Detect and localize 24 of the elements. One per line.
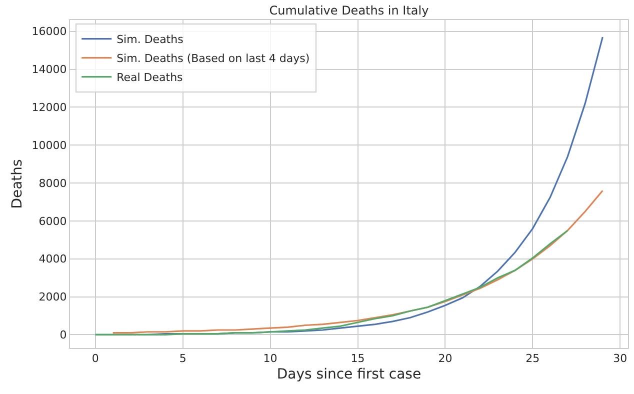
legend-label: Sim. Deaths [116,33,184,46]
y-tick-label: 4000 [38,252,67,266]
y-tick-label: 10000 [32,138,67,152]
x-axis-title: Days since first case [276,366,422,382]
x-tick-label: 15 [350,352,365,366]
legend-label: Real Deaths [116,71,184,84]
x-tick-label: 30 [613,352,628,366]
y-tick-label: 14000 [32,63,67,76]
y-tick-label: 0 [60,328,67,342]
line-series [94,230,568,336]
y-tick-label: 6000 [38,214,67,228]
legend-label: Sim. Deaths (Based on last 4 days) [116,52,310,66]
y-axis-title: Deaths [9,159,26,209]
x-tick-label: 20 [438,352,452,366]
x-tick-label: 5 [179,352,186,366]
y-tick-label: 2000 [38,290,67,304]
y-tick-label: 8000 [38,176,67,190]
chart-title: Cumulative Deaths in Italy [269,3,429,18]
x-tick-label: 0 [92,352,99,366]
y-tick-label: 12000 [32,101,67,114]
x-tick-label: 10 [263,352,278,366]
y-tick-label: 16000 [32,25,67,38]
x-tick-label: 25 [526,352,540,366]
line-series [112,190,604,334]
